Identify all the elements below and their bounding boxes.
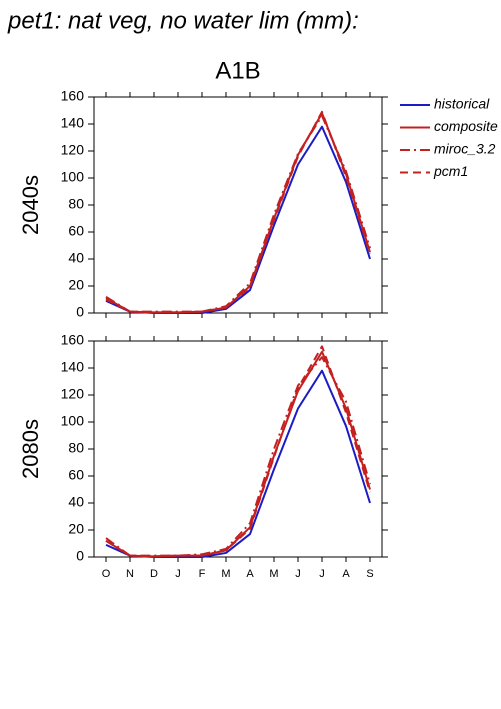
legend-label: historical xyxy=(434,96,490,112)
y-axis-label: 2040s xyxy=(18,175,43,235)
series-line xyxy=(105,125,371,314)
y-tick-label: 60 xyxy=(68,467,84,483)
y-tick-label: 0 xyxy=(76,548,84,564)
chart-subtitle: A1B xyxy=(215,57,260,84)
legend-label: composite xyxy=(434,118,498,134)
legend-label: pcm1 xyxy=(433,163,468,179)
x-tick-label: M xyxy=(269,568,278,580)
x-tick-label: J xyxy=(175,568,181,580)
y-tick-label: 140 xyxy=(61,115,85,131)
x-tick-label: O xyxy=(102,568,111,580)
x-tick-label: J xyxy=(295,568,301,580)
x-tick-label: F xyxy=(199,568,206,580)
x-tick-label: J xyxy=(319,568,325,580)
y-tick-label: 80 xyxy=(68,440,84,456)
series-line xyxy=(105,112,371,314)
series-line xyxy=(105,345,371,558)
y-tick-label: 40 xyxy=(68,250,84,266)
y-tick-label: 120 xyxy=(61,386,85,402)
page-title: pet1: nat veg, no water lim (mm): xyxy=(7,7,359,34)
x-tick-label: S xyxy=(366,568,373,580)
y-tick-label: 20 xyxy=(68,521,84,537)
legend-label: miroc_3.2 xyxy=(434,141,496,157)
x-tick-label: D xyxy=(150,568,158,580)
y-axis-label: 2080s xyxy=(18,419,43,479)
y-tick-label: 20 xyxy=(68,277,84,293)
y-tick-label: 120 xyxy=(61,142,85,158)
y-tick-label: 140 xyxy=(61,359,85,375)
x-tick-label: M xyxy=(221,568,230,580)
series-line xyxy=(105,110,371,314)
x-tick-label: A xyxy=(246,568,254,580)
series-line xyxy=(105,350,371,558)
y-tick-label: 100 xyxy=(61,413,85,429)
x-tick-label: A xyxy=(342,568,350,580)
y-tick-label: 40 xyxy=(68,494,84,510)
y-tick-label: 60 xyxy=(68,223,84,239)
y-tick-label: 160 xyxy=(61,332,85,348)
series-line xyxy=(105,356,371,557)
y-tick-label: 160 xyxy=(61,88,85,104)
plot-frame xyxy=(93,96,383,314)
y-tick-label: 80 xyxy=(68,196,84,212)
x-tick-label: N xyxy=(126,568,134,580)
series-line xyxy=(105,369,371,558)
y-tick-label: 100 xyxy=(61,169,85,185)
plot-frame xyxy=(93,340,383,558)
y-tick-label: 0 xyxy=(76,304,84,320)
